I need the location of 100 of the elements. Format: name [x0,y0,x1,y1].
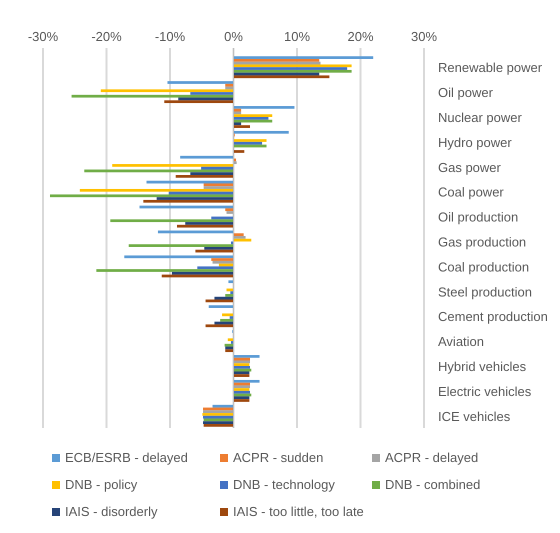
bar [164,100,234,104]
bar [190,92,234,95]
y-tick-label: Electric vehicles [438,384,532,399]
bar [172,272,234,275]
bar [218,264,234,266]
y-tick-label: Aviation [438,334,484,350]
y-tick-label: Hydro power [438,134,512,150]
bar [158,230,234,234]
bar [211,258,234,261]
bar [234,236,246,239]
bar [110,219,234,222]
bar [234,399,250,402]
bar [124,255,234,258]
y-tick-label: Coal production [438,259,530,274]
bar [234,64,352,68]
bar [156,197,234,200]
bar [206,300,234,302]
bar [84,170,234,172]
bar [234,360,250,364]
bar [234,112,242,114]
bar [234,355,260,358]
bar [203,408,234,410]
y-tick-label: Gas power [438,160,502,175]
bar [128,244,234,247]
bar [234,58,320,62]
y-tick-label: Steel production [438,284,532,300]
bar [204,424,234,427]
bar [204,183,234,186]
bar [234,238,252,242]
bar [225,86,234,90]
bar [72,94,234,98]
bar [112,164,234,167]
bar [214,322,234,324]
x-tick-label: -20% [91,29,122,44]
bar [234,368,252,372]
bar [234,117,268,120]
bar [96,269,234,272]
y-tick-label: Gas production [438,234,526,250]
y-tick-label: Coal power [438,184,504,200]
bar [234,394,252,396]
bar [178,98,234,100]
bar [167,81,234,84]
bar [176,224,234,228]
legend-label: DNB - policy [65,477,138,492]
bar [234,388,250,391]
bar [201,166,234,170]
bar [211,216,234,220]
y-tick-label: Nuclear power [438,110,522,125]
bar [234,114,272,117]
legend-label: ACPR - sudden [233,450,324,465]
legend-label: DNB - combined [385,477,480,492]
x-tick-label: 0% [224,29,244,44]
bar [234,62,320,64]
bar [225,346,234,350]
bar [226,288,234,292]
x-tick-label: -30% [28,29,59,44]
y-tick-label: Oil power [438,85,494,100]
bar [185,222,234,225]
bar [225,294,234,297]
bar [234,374,250,377]
bar [203,416,234,419]
x-tick-label: -10% [154,29,186,44]
bar [234,72,320,76]
bar [140,206,234,208]
x-tick-label: 10% [284,29,310,44]
bar [234,139,267,142]
legend-label: ACPR - delayed [385,450,478,465]
bar [146,180,234,184]
bar [80,188,234,192]
bar [176,175,234,178]
bar [234,120,272,122]
bar [208,305,234,308]
legend-label: IAIS - disorderly [65,504,158,519]
bar [100,89,234,92]
bar [206,324,234,328]
bar [180,156,234,159]
bar [234,144,267,148]
bar [168,192,234,194]
bar [195,250,234,252]
legend-label: DNB - technology [233,477,336,492]
bar [234,56,374,59]
legend-label: ECB/ESRB - delayed [65,450,188,465]
bar [203,410,234,414]
bar [234,130,289,134]
bar [162,274,234,278]
y-tick-label: ICE vehicles [438,408,511,424]
bar [234,106,294,109]
bar [204,418,234,422]
bar [204,186,234,189]
y-tick-label: Renewable power [438,60,543,76]
legend-label: IAIS - too little, too late [233,504,364,519]
x-tick-label: 20% [347,29,374,44]
bar [230,316,234,319]
bar [190,172,234,176]
x-tick-label: 30% [410,29,438,44]
y-tick-label: Hybrid vehicles [438,359,527,374]
bar [234,70,352,73]
bar [234,150,244,153]
y-tick-label: Cement production [438,309,548,324]
bar [226,211,234,214]
